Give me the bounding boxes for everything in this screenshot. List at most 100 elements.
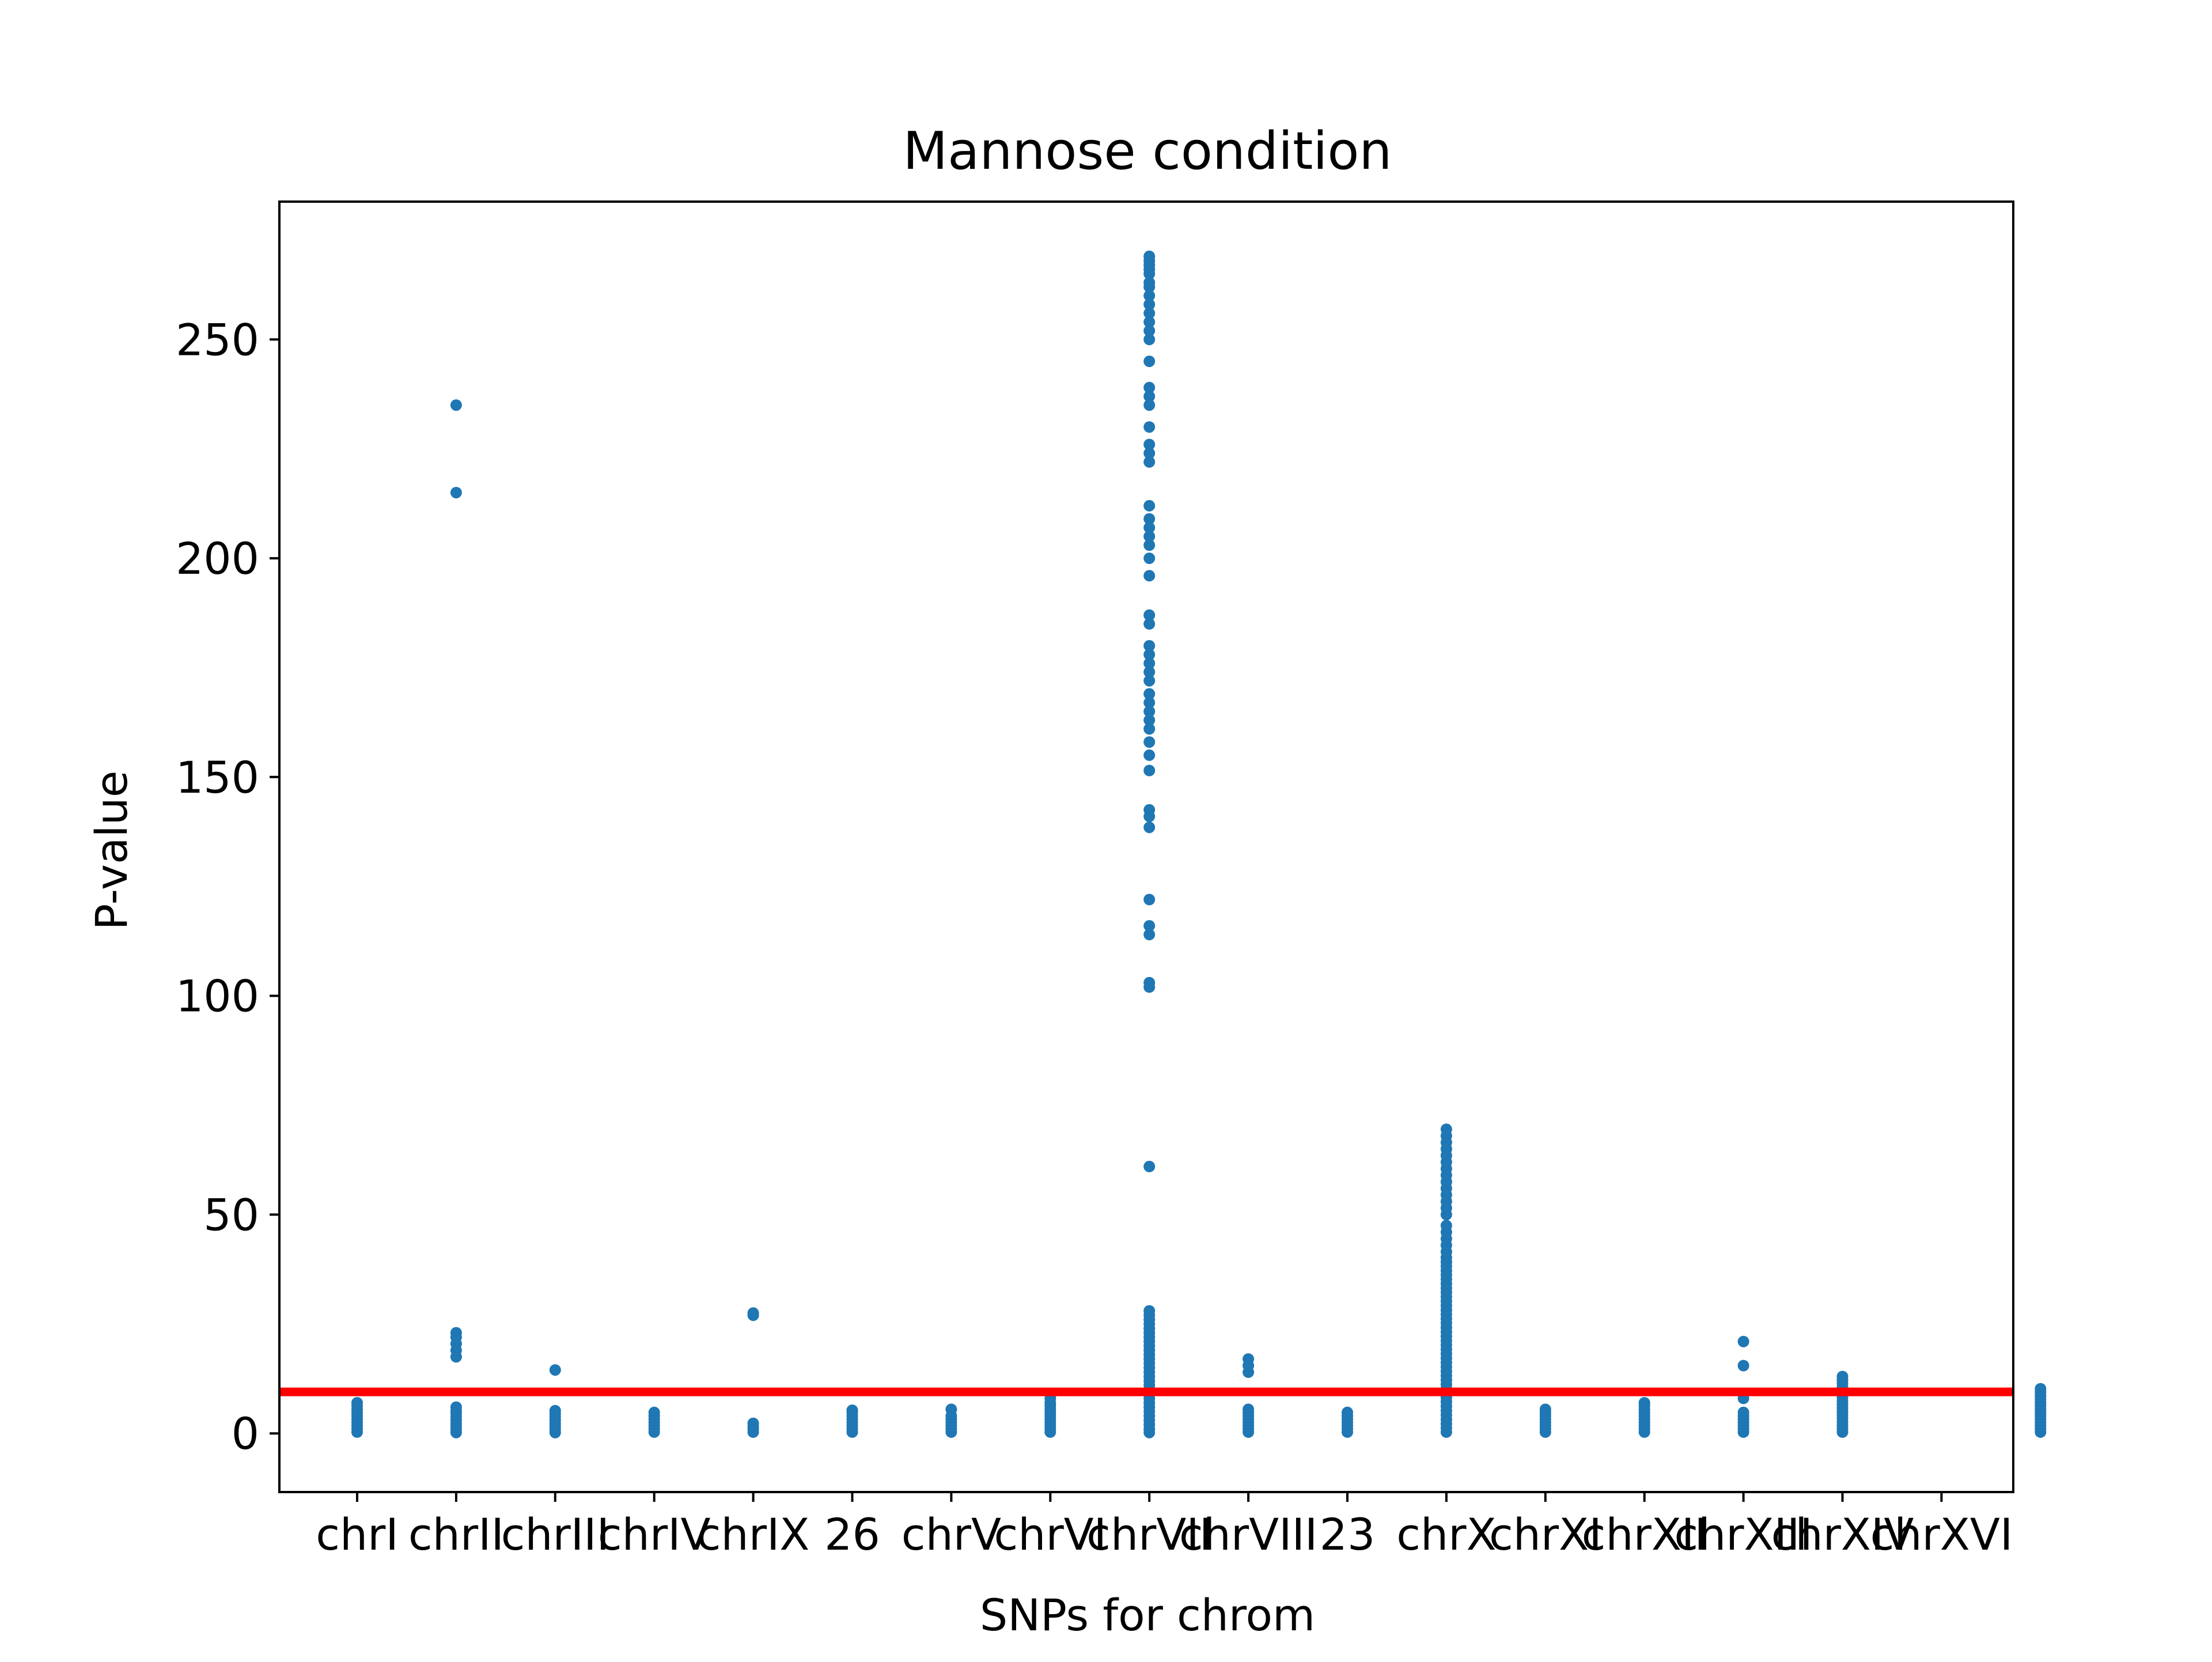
x-tick-label: chrIV [598, 1509, 711, 1560]
x-tick-label: chrVIII [1179, 1509, 1317, 1560]
data-point-chrVII [1143, 298, 1156, 311]
data-point-chrXIII [1737, 1335, 1749, 1347]
data-point-chrVII [1143, 570, 1156, 582]
data-point-chrVII [1143, 696, 1156, 709]
data-point-chrXI [1539, 1403, 1551, 1415]
data-point-chrVII [1143, 804, 1156, 816]
data-point-chrVII [1143, 325, 1156, 337]
x-tick-label: 26 [824, 1509, 880, 1560]
x-tick-label: chrXII [1582, 1509, 1707, 1560]
data-point-chrVII [1143, 250, 1156, 262]
data-point-chrVII [1143, 316, 1156, 328]
y-tick-label: 250 [176, 314, 259, 365]
x-tick-label: chrXVI [1870, 1509, 2013, 1560]
data-point-chrVII [1143, 649, 1156, 661]
data-point-chrVII [1143, 391, 1156, 402]
data-point-chrI [351, 1397, 363, 1409]
data-point-chrVIII [1243, 1353, 1255, 1365]
x-tick-label: chrII [408, 1509, 504, 1560]
data-point-chrII [450, 487, 462, 499]
data-point-23 [1342, 1406, 1353, 1418]
data-point-chrVII [1143, 920, 1156, 932]
x-tick-label: chrXIII [1674, 1509, 1813, 1560]
data-point-chrVII [1143, 821, 1156, 834]
data-point-chrVII [1143, 290, 1156, 302]
data-point-chrVII [1143, 666, 1156, 678]
data-point-chrXIV [1836, 1371, 1849, 1383]
data-point-chrVII [1143, 609, 1156, 621]
data-point-chrVII [1143, 277, 1156, 289]
data-point-chrX [1440, 1220, 1452, 1232]
y-tick-label: 50 [203, 1189, 259, 1240]
data-point-chrVII [1143, 714, 1156, 726]
data-point-chrVII [1143, 657, 1156, 669]
x-tick-label: chrV [902, 1509, 1001, 1560]
data-point-chrVII [1143, 334, 1156, 346]
data-point-chrVII [1143, 749, 1156, 761]
data-point-chrIII [549, 1404, 561, 1417]
y-tick-label: 150 [176, 752, 259, 803]
data-point-chrXII [1638, 1397, 1650, 1409]
data-point-chrVII [1143, 399, 1156, 411]
data-point-chrVIII [1243, 1403, 1255, 1415]
data-point-chrVII [1143, 447, 1156, 459]
x-tick-label: chrXIV [1771, 1509, 1914, 1560]
data-point-chrVII [1143, 355, 1156, 368]
data-point-chrVII [1143, 1160, 1156, 1172]
x-tick-label: chrIII [501, 1509, 609, 1560]
data-point-chrVII [1143, 675, 1156, 687]
data-point-chrVII [1143, 499, 1156, 512]
data-point-chrIII [549, 1364, 561, 1376]
data-point-chrVII [1143, 307, 1156, 319]
data-point-chrVII [1143, 723, 1156, 735]
axes-frame [278, 200, 2014, 1493]
data-point-chrVII [1143, 1305, 1156, 1317]
data-point-chrIV [648, 1406, 660, 1418]
chart-title: Mannose condition [903, 121, 1392, 181]
y-tick-label: 0 [232, 1408, 259, 1459]
x-tick-label: chrVI [994, 1509, 1107, 1560]
data-point-chrIX [747, 1417, 759, 1429]
plot-area: 0 50 100 150 200 250 chrI chrIIchrIIIchrIVchrIX… [176, 200, 2047, 1560]
x-axis-label: SNPs for chrom [980, 1589, 1315, 1641]
y-tick-label: 200 [176, 533, 259, 584]
x-tick-label: chrVII [1086, 1509, 1212, 1560]
data-point-chrVII [1143, 539, 1156, 551]
data-point-chrVII [1143, 552, 1156, 565]
data-point-chrVII [1143, 976, 1156, 989]
data-point-chrVII [1143, 929, 1156, 941]
data-point-chrVII [1143, 521, 1156, 533]
data-point-chrX [1440, 1123, 1452, 1135]
data-point-chrV [945, 1403, 957, 1415]
data-point-chrVII [1143, 513, 1156, 525]
data-point-chrII [450, 1401, 462, 1413]
x-tick-label: chrXI [1489, 1509, 1602, 1560]
data-point-chrVII [1143, 640, 1156, 652]
data-point-26 [846, 1404, 858, 1416]
data-point-chrVII [1143, 438, 1156, 450]
x-tick-label: chrI [316, 1509, 399, 1560]
data-point-chrVII [1143, 456, 1156, 468]
data-point-chrVII [1143, 531, 1156, 543]
y-tick-label: 100 [176, 971, 259, 1022]
data-point-chrVII [1143, 688, 1156, 700]
data-point-chrVII [1143, 705, 1156, 717]
data-point-chrXIII [1737, 1406, 1749, 1418]
data-point-chrXVI [2035, 1383, 2047, 1395]
data-point-chrVII [1143, 618, 1156, 630]
data-point-chrVII [1143, 381, 1156, 393]
data-point-chrII [450, 1327, 462, 1339]
data-point-chrVII [1143, 764, 1156, 777]
data-point-chrVII [1143, 894, 1156, 906]
data-point-chrVII [1143, 421, 1156, 433]
y-axis-label: P-value [86, 770, 137, 930]
data-point-chrIX [747, 1307, 759, 1319]
x-tick-label: chrIX [697, 1509, 810, 1560]
x-tick-label: chrX [1396, 1509, 1496, 1560]
data-point-chrXIII [1737, 1360, 1749, 1372]
data-point-chrVII [1143, 736, 1156, 748]
x-tick-label: 23 [1320, 1509, 1376, 1560]
data-point-chrII [450, 399, 462, 411]
